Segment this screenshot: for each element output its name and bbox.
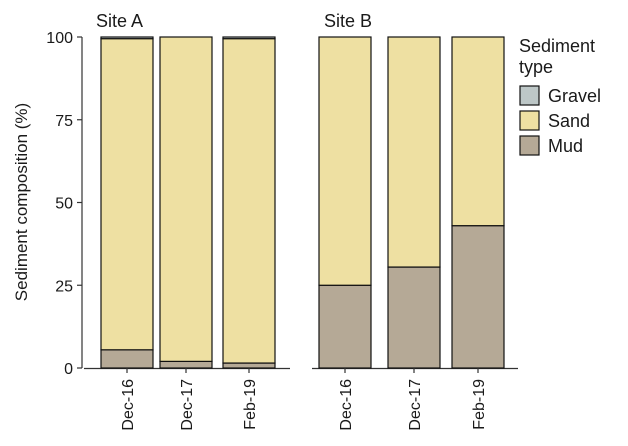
- panel-site-b: Dec-16 Dec-17 Feb-19: [312, 36, 518, 431]
- facet-title-site-b: Site B: [324, 11, 372, 31]
- x-tick-label: Dec-17: [179, 379, 196, 431]
- legend-key-gravel: [519, 85, 540, 106]
- bar-segment-mud: [159, 360, 213, 369]
- bar-segment-sand: [222, 38, 276, 364]
- bar-segment-mud: [100, 349, 154, 369]
- bar-segment-mud: [387, 266, 441, 369]
- y-tick-label: 50: [55, 196, 73, 213]
- bar-segment-sand: [387, 36, 441, 268]
- bar-segment-mud: [222, 362, 276, 369]
- bar-segment-sand: [100, 38, 154, 351]
- legend-label-sand: Sand: [548, 111, 590, 131]
- y-tick-label: 0: [64, 361, 73, 378]
- bar-segment-sand: [318, 36, 372, 286]
- legend-title-line-1: Sediment: [519, 36, 595, 56]
- panel-site-a: Dec-16 Dec-17 Feb-19: [84, 36, 290, 431]
- x-tick-label: Dec-17: [407, 379, 424, 431]
- x-tick-label: Dec-16: [338, 379, 355, 431]
- y-tick-label: 100: [46, 30, 73, 47]
- legend-label-mud: Mud: [548, 136, 583, 156]
- legend-label-gravel: Gravel: [548, 86, 601, 106]
- x-tick-label: Feb-19: [242, 379, 259, 430]
- y-tick-label: 25: [55, 278, 73, 295]
- legend-key-mud: [519, 135, 540, 156]
- y-tick-label: 75: [55, 113, 73, 130]
- x-tick-label: Feb-19: [471, 379, 488, 430]
- bar-segment-gravel: [222, 36, 276, 40]
- bar-segment-mud: [318, 284, 372, 369]
- legend: Sediment type Gravel Sand Mud: [519, 36, 601, 156]
- x-tick-label: Dec-16: [120, 379, 137, 431]
- bar-segment-mud: [451, 225, 505, 369]
- y-axis: 0 25 50 75 100: [46, 30, 83, 378]
- facet-title-site-a: Site A: [96, 11, 143, 31]
- legend-title-line-2: type: [519, 57, 553, 77]
- legend-key-sand: [519, 110, 540, 131]
- y-axis-title: Sediment composition (%): [12, 103, 31, 301]
- bar-segment-sand: [451, 36, 505, 227]
- bar-segment-gravel: [100, 36, 154, 40]
- bar-segment-sand: [159, 36, 213, 362]
